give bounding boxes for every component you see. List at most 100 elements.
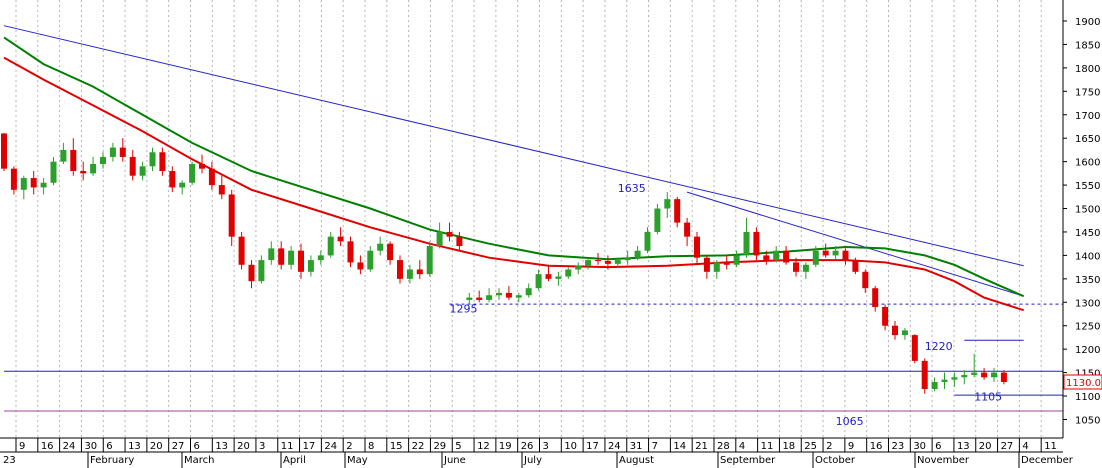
x-tick-label: 29 — [433, 441, 446, 452]
candle-body — [565, 269, 572, 277]
last-price-box: 1130.000 — [1063, 374, 1102, 390]
candle-body — [535, 274, 542, 289]
candle-body — [783, 250, 790, 263]
candle-body — [268, 248, 275, 261]
moving-averages — [3, 36, 1025, 312]
candle-body — [951, 377, 958, 380]
y-tick-label: 1850 — [1075, 40, 1100, 51]
month-label: June — [443, 455, 466, 466]
candle-body — [149, 152, 156, 167]
y-tick-label: 1700 — [1075, 111, 1100, 122]
x-tick-label: 10 — [564, 441, 577, 452]
candle-body — [961, 374, 968, 378]
candle-body — [80, 171, 87, 174]
x-tick-label: 31 — [630, 441, 643, 452]
candle-body — [892, 325, 898, 336]
y-tick-label: 1250 — [1075, 322, 1100, 333]
x-tick-label: 24 — [608, 441, 621, 452]
candle-body — [456, 236, 463, 247]
annotation-label: 1105 — [974, 391, 1002, 404]
month-label: July — [523, 455, 542, 466]
candle-body — [773, 250, 780, 261]
candle-body — [604, 261, 611, 264]
candle-body — [753, 231, 760, 256]
year-label: 23 — [3, 455, 16, 466]
candle-body — [585, 260, 592, 266]
x-tick-label: 18 — [782, 441, 795, 452]
candle-body — [684, 222, 691, 237]
x-tick-label: 3 — [259, 441, 265, 452]
candle-body — [169, 171, 176, 188]
x-tick-label: 27 — [172, 441, 185, 452]
y-tick-label: 1650 — [1075, 134, 1100, 145]
x-tick-label: 17 — [586, 441, 599, 452]
candle-body — [733, 255, 740, 265]
x-tick-label: 30 — [84, 441, 97, 452]
x-tick-label: 25 — [804, 441, 817, 452]
candle-body — [1000, 372, 1007, 382]
candle-body — [931, 381, 938, 390]
x-tick-label: 6 — [106, 441, 112, 452]
candle-body — [60, 149, 67, 162]
candle-body — [911, 335, 918, 361]
month-label: February — [90, 455, 134, 466]
candle-body — [307, 260, 314, 272]
candle-body — [436, 231, 443, 247]
candle-body — [367, 250, 374, 270]
y-tick-label: 1400 — [1075, 251, 1100, 262]
y-tick-label: 1050 — [1075, 415, 1100, 426]
annotation-label: 1220 — [925, 340, 953, 353]
x-tick-label: 20 — [150, 441, 163, 452]
x-tick-label: 24 — [63, 441, 76, 452]
last-price-label: 1130.000 — [1066, 378, 1102, 389]
candle-body — [30, 178, 37, 188]
candle-body — [199, 163, 205, 169]
candle-body — [981, 372, 988, 378]
candle-body — [644, 231, 651, 251]
moving-average-red — [3, 56, 1025, 312]
candle-body — [703, 257, 710, 272]
candle-body — [1, 133, 7, 169]
candle-body — [208, 168, 215, 186]
y-tick-label: 1450 — [1075, 228, 1100, 239]
y-tick-label: 1600 — [1075, 158, 1100, 169]
moving-average-green — [3, 36, 1025, 298]
candle-body — [288, 250, 295, 265]
candle-body — [634, 250, 641, 258]
candle-body — [397, 260, 403, 279]
candle-body — [624, 257, 631, 261]
candle-body — [347, 241, 354, 263]
candle-body — [595, 260, 601, 262]
y-tick-label: 1150 — [1075, 369, 1100, 380]
x-tick-label: 6 — [194, 441, 200, 452]
candle-body — [109, 147, 116, 157]
candle-body — [486, 295, 493, 300]
candle-body — [713, 262, 720, 272]
candle-body — [971, 372, 978, 375]
candle-body — [832, 250, 839, 256]
x-tick-label: 7 — [652, 441, 658, 452]
candle-body — [763, 255, 770, 261]
x-tick-label: 9 — [19, 441, 25, 452]
candle-body — [416, 269, 423, 275]
candle-body — [515, 295, 522, 298]
x-tick-label: 28 — [717, 441, 730, 452]
candle-body — [426, 246, 433, 275]
y-tick-label: 1500 — [1075, 205, 1100, 216]
candle-body — [614, 260, 621, 264]
candle-body — [387, 243, 394, 261]
candle-body — [664, 199, 671, 209]
candle-body — [842, 250, 849, 261]
candle-body — [743, 231, 750, 256]
x-tick-label: 13 — [957, 441, 970, 452]
trend-lines — [3, 25, 1024, 297]
candle-body — [802, 264, 809, 272]
annotation-label: 1635 — [618, 182, 646, 195]
y-tick-label: 1300 — [1075, 298, 1100, 309]
candle-body — [525, 288, 532, 296]
y-tick-label: 1100 — [1075, 392, 1100, 403]
y-tick-label: 1900 — [1075, 17, 1100, 28]
candles — [1, 133, 1007, 394]
x-tick-label: 3 — [543, 441, 549, 452]
